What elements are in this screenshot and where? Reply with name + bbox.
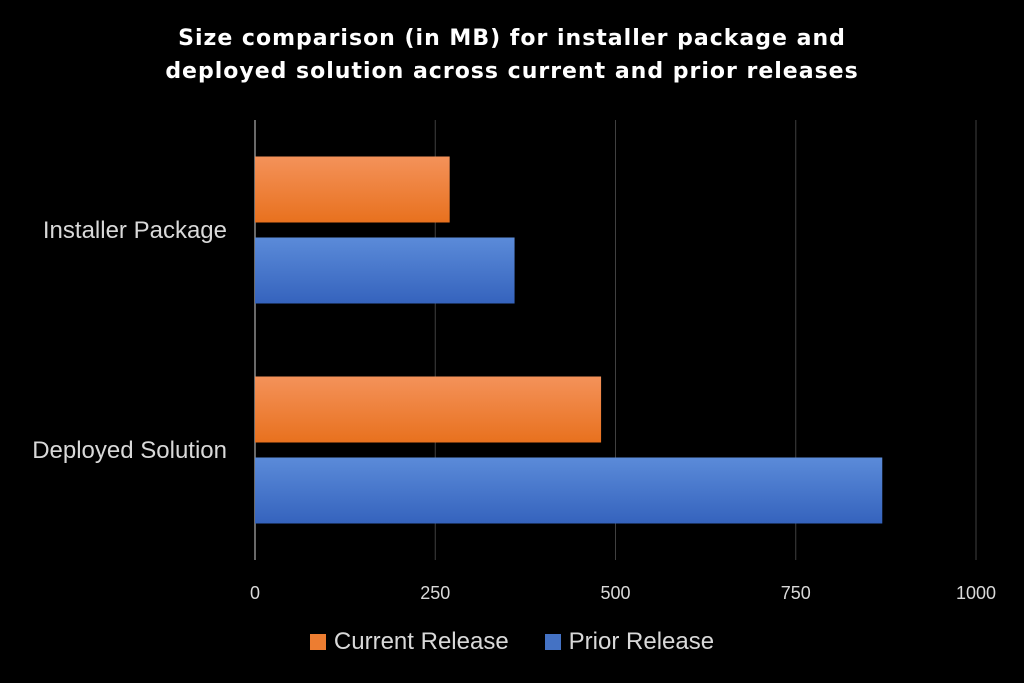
- x-tick-label-0: 0: [250, 583, 260, 603]
- bars: [255, 156, 883, 524]
- legend-label-current-release: Current Release: [333, 628, 509, 655]
- legend: Current Release Prior Release: [0, 628, 1024, 656]
- x-tick-label-250: 250: [420, 583, 450, 603]
- x-axis-ticks: 0 250 500 750 1000: [250, 583, 996, 603]
- category-label-installer-package: Installer Package: [43, 217, 227, 244]
- legend-swatch-current-release: [309, 634, 326, 650]
- bar-installer-package-current-release: [255, 156, 450, 223]
- chart-title: Size comparison (in MB) for installer pa…: [0, 22, 1024, 88]
- bar-deployed-solution-prior-release: [255, 457, 883, 524]
- legend-label-prior-release: Prior Release: [568, 628, 715, 655]
- legend-item-prior-release: Prior Release: [544, 628, 715, 656]
- y-axis-categories: Installer Package Deployed Solution: [32, 217, 227, 464]
- chart-title-line-2: deployed solution across current and pri…: [165, 59, 859, 84]
- legend-swatch-prior-release: [544, 634, 561, 650]
- x-tick-label-500: 500: [600, 583, 630, 603]
- legend-item-current-release: Current Release: [309, 628, 509, 656]
- x-tick-label-750: 750: [781, 583, 811, 603]
- bar-installer-package-prior-release: [255, 237, 515, 304]
- chart-title-line-1: Size comparison (in MB) for installer pa…: [178, 26, 846, 51]
- category-label-deployed-solution: Deployed Solution: [32, 437, 227, 464]
- bar-deployed-solution-current-release: [255, 376, 602, 443]
- x-tick-label-1000: 1000: [956, 583, 996, 603]
